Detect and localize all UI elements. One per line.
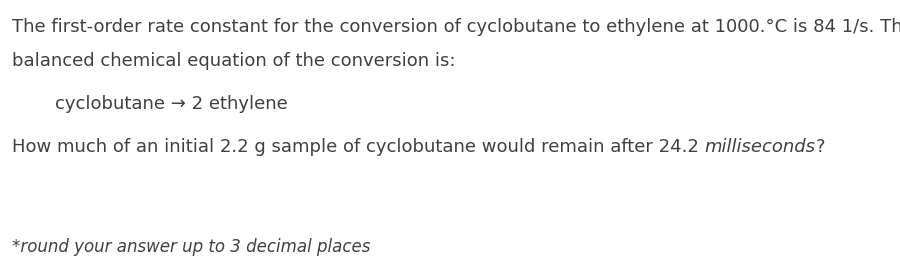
Text: ?: ? [815, 138, 825, 156]
Text: cyclobutane → 2 ethylene: cyclobutane → 2 ethylene [55, 95, 288, 113]
Text: *round your answer up to 3 decimal places: *round your answer up to 3 decimal place… [12, 238, 371, 256]
Text: milliseconds: milliseconds [705, 138, 815, 156]
Text: The first-order rate constant for the conversion of cyclobutane to ethylene at 1: The first-order rate constant for the co… [12, 18, 900, 36]
Text: How much of an initial 2.2 g sample of cyclobutane would remain after 24.2: How much of an initial 2.2 g sample of c… [12, 138, 705, 156]
Text: balanced chemical equation of the conversion is:: balanced chemical equation of the conver… [12, 52, 455, 70]
